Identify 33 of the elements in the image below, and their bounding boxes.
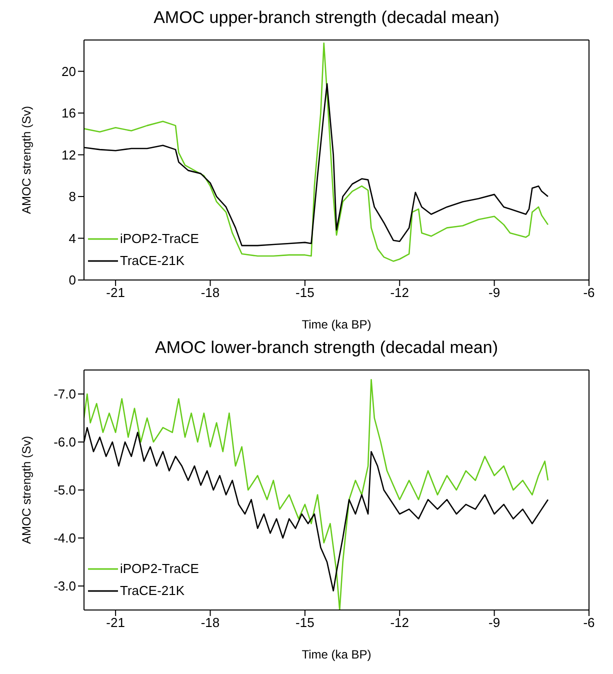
y-tick-label: 20 xyxy=(62,64,76,79)
x-tick-label: -21 xyxy=(106,285,125,300)
legend-label: iPOP2-TraCE xyxy=(120,560,199,578)
y-tick-label: 12 xyxy=(62,147,76,162)
x-tick-label: -12 xyxy=(390,615,410,630)
y-tick-label: 8 xyxy=(68,189,76,204)
x-tick-label: -9 xyxy=(488,615,500,630)
y-tick-label: -4.0 xyxy=(54,530,76,546)
legend-label: TraCE-21K xyxy=(120,582,185,600)
y-tick-label: 4 xyxy=(68,230,76,246)
y-tick-label: -3.0 xyxy=(54,578,76,594)
y-tick-label: 16 xyxy=(62,106,76,121)
legend-label: iPOP2-TraCE xyxy=(120,230,199,248)
x-tick-label: -15 xyxy=(296,615,314,630)
x-tick-label: -12 xyxy=(390,285,410,300)
x-axis-title: Time (ka BP) xyxy=(302,318,372,332)
chart-title: AMOC upper-branch strength (decadal mean) xyxy=(152,8,500,29)
chart-title: AMOC lower-branch strength (decadal mean) xyxy=(154,338,499,359)
y-tick-label: -7.0 xyxy=(54,386,76,402)
y-axis-title: AMOC strength (Sv) xyxy=(19,436,34,544)
x-tick-label: -6 xyxy=(583,285,595,300)
x-tick-label: -15 xyxy=(296,285,314,300)
x-tick-label: -21 xyxy=(106,615,125,630)
y-axis-title: AMOC strength (Sv) xyxy=(19,106,34,214)
x-tick-label: -6 xyxy=(583,615,595,630)
x-axis-title: Time (ka BP) xyxy=(302,648,372,662)
x-tick-label: -18 xyxy=(200,285,220,300)
x-tick-label: -18 xyxy=(200,615,220,630)
legend-label: TraCE-21K xyxy=(120,252,185,270)
y-tick-label: 0 xyxy=(68,272,76,288)
y-tick-label: -5.0 xyxy=(54,482,76,498)
y-tick-label: -6.0 xyxy=(54,434,76,450)
x-tick-label: -9 xyxy=(488,285,500,300)
